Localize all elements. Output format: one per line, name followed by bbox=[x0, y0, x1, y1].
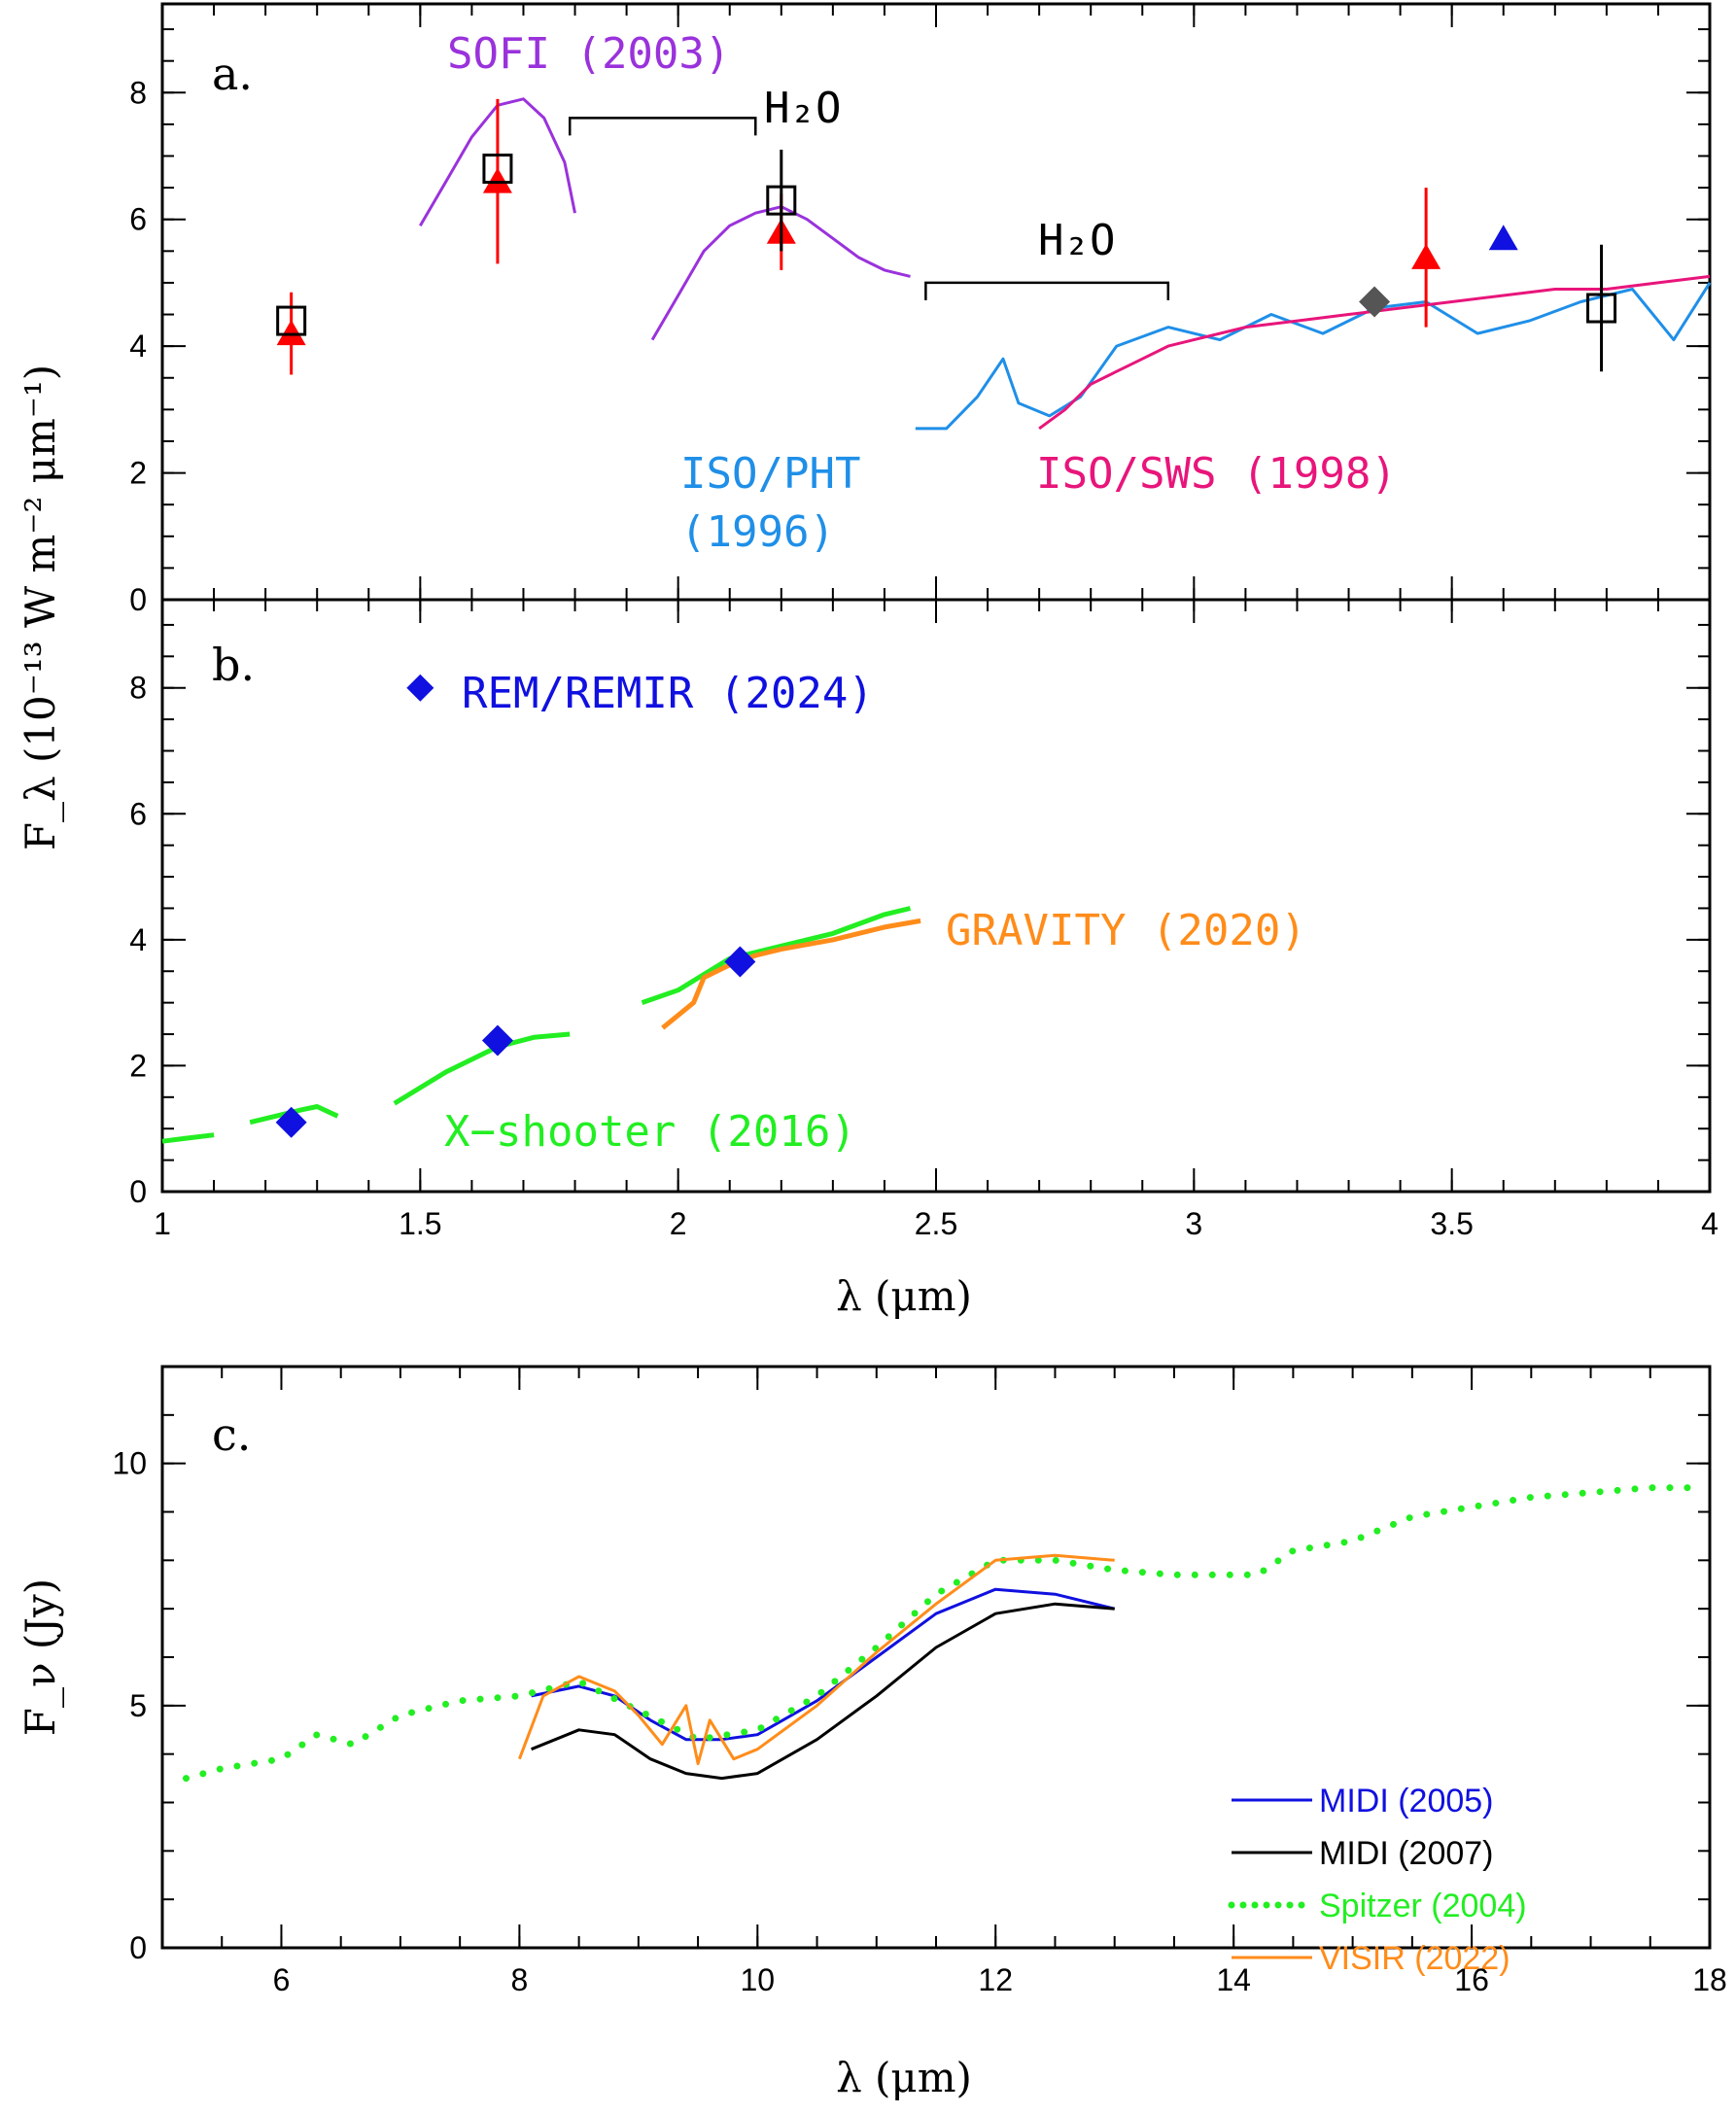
diamond-marker-1-0-2 bbox=[724, 946, 756, 978]
series-line-1-2 bbox=[393, 1031, 571, 1106]
square-marker-0-1-2 bbox=[766, 185, 797, 216]
panel-b-label: b. bbox=[212, 639, 255, 691]
x-tick-label-1-5: 3.5 bbox=[1430, 1206, 1473, 1241]
series-line-1-1 bbox=[249, 1104, 339, 1126]
label-iso-pht-year: (1996) bbox=[680, 507, 835, 557]
x-tick-label-1-0: 1 bbox=[154, 1206, 171, 1241]
h2o-bracket-1 bbox=[924, 281, 1170, 300]
label-h2o-2: H₂O bbox=[1038, 216, 1115, 265]
diamond-marker-1-0-0 bbox=[275, 1106, 307, 1138]
series-line-1-3 bbox=[641, 906, 912, 1005]
series-line-1-0 bbox=[161, 1132, 215, 1144]
x-tick-label-2-0: 6 bbox=[273, 1962, 291, 1997]
x-tick-label-1-2: 2 bbox=[670, 1206, 687, 1241]
panel-c-label: c. bbox=[212, 1408, 251, 1461]
series-line-2-0 bbox=[531, 1587, 1116, 1742]
square-marker-0-1-0 bbox=[276, 305, 307, 336]
x-tick-label-2-6: 18 bbox=[1692, 1962, 1727, 1997]
diamond-marker-1-0-1 bbox=[481, 1024, 513, 1057]
series-line-2-1 bbox=[531, 1602, 1115, 1781]
y-tick-label-2-1: 5 bbox=[129, 1688, 147, 1723]
label-sofi: SOFI (2003) bbox=[447, 29, 730, 79]
x-tick-label-2-2: 10 bbox=[741, 1962, 776, 1997]
legend-midi-2005: MIDI (2005) bbox=[1319, 1783, 1494, 1819]
series-line-0-2 bbox=[915, 282, 1712, 431]
y-tick-label-1-2: 4 bbox=[129, 922, 147, 957]
y-tick-label-2-2: 10 bbox=[112, 1446, 147, 1481]
y-axis-title-ab: F_λ (10⁻¹³ W m⁻² μm⁻¹) bbox=[17, 364, 64, 850]
y-tick-label-1-0: 0 bbox=[129, 1174, 147, 1209]
y-tick-label-0-1: 2 bbox=[129, 456, 147, 491]
series-line-2-2 bbox=[183, 1484, 1702, 1783]
y-tick-label-0-4: 8 bbox=[129, 75, 147, 110]
y-tick-label-2-0: 0 bbox=[129, 1930, 147, 1965]
x-tick-label-1-3: 2.5 bbox=[915, 1206, 957, 1241]
y-tick-label-1-3: 6 bbox=[129, 796, 147, 831]
x-tick-label-1-1: 1.5 bbox=[399, 1206, 441, 1241]
y-tick-label-1-4: 8 bbox=[129, 671, 147, 706]
x-tick-label-2-3: 12 bbox=[978, 1962, 1013, 1997]
label-gravity: GRAVITY (2020) bbox=[946, 906, 1306, 955]
legend-spitzer: Spitzer (2004) bbox=[1319, 1888, 1527, 1924]
x-axis-title-b: λ (μm) bbox=[836, 1272, 972, 1320]
y-axis-title-c: F_ν (Jy) bbox=[17, 1578, 64, 1736]
triangle-marker-0-0-3 bbox=[1411, 243, 1441, 269]
x-tick-label-1-4: 3 bbox=[1185, 1206, 1202, 1241]
label-iso-pht: ISO/PHT bbox=[680, 449, 860, 499]
x-tick-label-2-1: 8 bbox=[510, 1962, 528, 1997]
triangle-marker-0-0-0 bbox=[276, 320, 306, 346]
y-tick-label-1-1: 2 bbox=[129, 1048, 147, 1083]
x-tick-label-1-6: 4 bbox=[1701, 1206, 1719, 1241]
square-marker-0-1-1 bbox=[482, 154, 513, 185]
triangle-marker-0-3-0 bbox=[1488, 225, 1518, 251]
legend-visir: VISIR (2022) bbox=[1319, 1940, 1510, 1977]
label-iso-sws: ISO/SWS (1998) bbox=[1036, 449, 1397, 499]
square-marker-0-1-3 bbox=[1586, 293, 1617, 324]
remir-legend-marker bbox=[406, 674, 434, 702]
y-tick-label-0-0: 0 bbox=[129, 582, 147, 617]
x-tick-label-2-4: 14 bbox=[1216, 1962, 1251, 1997]
h2o-bracket-0 bbox=[568, 117, 757, 136]
series-line-0-3 bbox=[1038, 274, 1711, 431]
diamond-marker-0-2-0 bbox=[1359, 286, 1391, 318]
label-xshooter: X−shooter (2016) bbox=[444, 1107, 856, 1157]
label-h2o-1: H₂O bbox=[764, 84, 841, 133]
series-line-0-0 bbox=[419, 97, 576, 226]
panel-a-label: a. bbox=[212, 48, 253, 100]
y-tick-label-0-2: 4 bbox=[129, 329, 147, 364]
panel-a-frame bbox=[160, 2, 1712, 602]
legend-midi-2007: MIDI (2007) bbox=[1319, 1835, 1494, 1872]
series-line-2-3 bbox=[517, 1553, 1115, 1766]
x-axis-title-c: λ (μm) bbox=[836, 2054, 972, 2101]
label-remir: REM/REMIR (2024) bbox=[462, 669, 874, 718]
triangle-marker-0-0-1 bbox=[482, 167, 512, 193]
y-tick-label-0-3: 6 bbox=[129, 202, 147, 237]
x-tick-label-2-5: 16 bbox=[1454, 1962, 1489, 1997]
